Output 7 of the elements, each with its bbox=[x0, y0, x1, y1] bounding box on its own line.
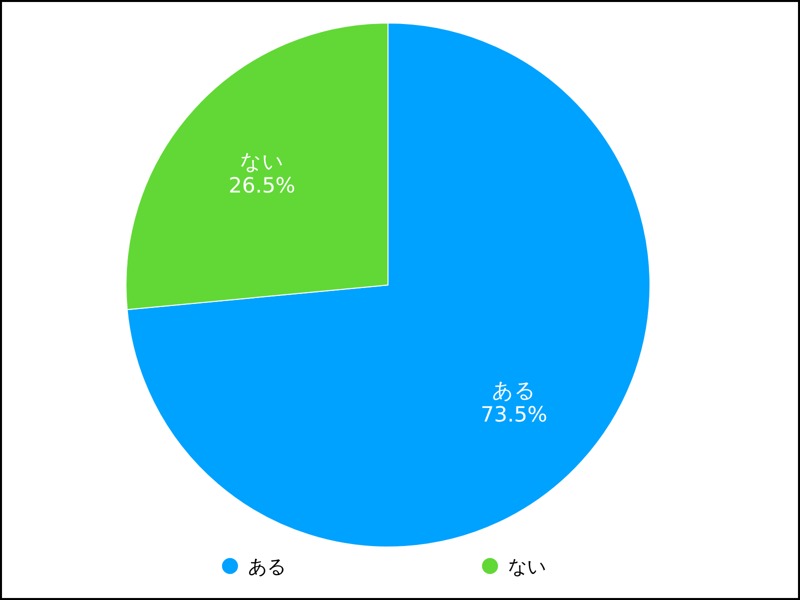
pie-slice bbox=[126, 22, 650, 547]
slice-label: ない bbox=[240, 149, 284, 174]
legend-label: ない bbox=[508, 556, 546, 578]
slice-label: ある bbox=[492, 378, 536, 403]
data-label: 73.5% bbox=[480, 402, 548, 427]
legend-label: ある bbox=[248, 556, 286, 578]
data-label: 26.5% bbox=[228, 173, 296, 198]
